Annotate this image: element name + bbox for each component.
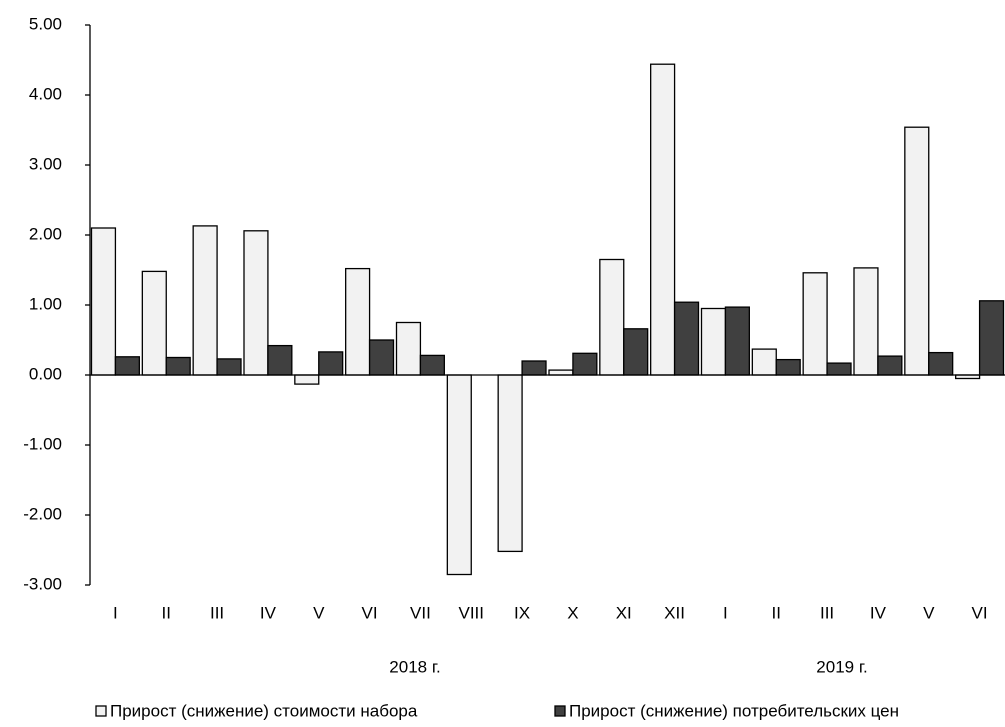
x-tick-label: XI bbox=[616, 603, 632, 622]
bar bbox=[548, 369, 574, 376]
group-label: 2019 г. bbox=[816, 657, 867, 676]
x-tick-label: VI bbox=[972, 603, 988, 622]
y-tick-label: -2.00 bbox=[23, 504, 62, 523]
bar bbox=[700, 307, 727, 376]
bar bbox=[928, 351, 954, 376]
x-tick-label: IV bbox=[870, 603, 887, 622]
bar bbox=[368, 339, 395, 376]
bar bbox=[724, 306, 750, 376]
bar bbox=[521, 360, 547, 376]
x-tick-label: II bbox=[162, 603, 171, 622]
bar bbox=[673, 301, 700, 376]
bar bbox=[877, 355, 903, 376]
x-tick-label: VII bbox=[410, 603, 431, 622]
x-tick-label: III bbox=[210, 603, 224, 622]
bar bbox=[318, 351, 344, 376]
bar bbox=[216, 358, 242, 376]
bar bbox=[751, 348, 777, 376]
bar bbox=[572, 352, 598, 376]
bar bbox=[446, 374, 472, 576]
x-tick-label: IV bbox=[260, 603, 277, 622]
legend-swatch bbox=[554, 705, 566, 717]
bar bbox=[141, 270, 167, 376]
x-tick-label: VI bbox=[362, 603, 378, 622]
x-tick-label: V bbox=[313, 603, 325, 622]
bar bbox=[419, 354, 445, 376]
y-tick-label: 3.00 bbox=[29, 154, 62, 173]
y-tick-label: 2.00 bbox=[29, 224, 62, 243]
x-tick-label: X bbox=[567, 603, 578, 622]
y-tick-label: -1.00 bbox=[23, 434, 62, 453]
x-tick-label: I bbox=[113, 603, 118, 622]
bar bbox=[978, 300, 1005, 376]
x-tick-label: IX bbox=[514, 603, 530, 622]
bar bbox=[243, 230, 269, 376]
bar bbox=[497, 374, 523, 553]
legend-swatch bbox=[95, 705, 107, 717]
y-tick-label: -3.00 bbox=[23, 574, 62, 593]
bar bbox=[650, 63, 676, 376]
bar bbox=[345, 267, 371, 376]
y-tick-label: 4.00 bbox=[29, 84, 62, 103]
bar bbox=[267, 344, 293, 376]
bar bbox=[395, 321, 422, 376]
y-tick-label: 0.00 bbox=[29, 364, 62, 383]
legend-label: Прирост (снижение) потребительских цен bbox=[569, 701, 899, 720]
x-tick-label: III bbox=[820, 603, 834, 622]
x-tick-label: II bbox=[772, 603, 781, 622]
x-tick-label: VIII bbox=[458, 603, 484, 622]
x-tick-label: V bbox=[923, 603, 935, 622]
x-tick-label: I bbox=[723, 603, 728, 622]
legend-label: Прирост (снижение) стоимости набора bbox=[110, 701, 418, 720]
bar bbox=[853, 267, 879, 376]
bar bbox=[192, 225, 218, 376]
bar bbox=[114, 356, 140, 376]
bar bbox=[826, 362, 852, 376]
bar bbox=[802, 272, 828, 376]
y-tick-label: 1.00 bbox=[29, 294, 62, 313]
bar bbox=[904, 126, 930, 376]
bar bbox=[775, 358, 801, 376]
bar bbox=[599, 258, 625, 376]
group-label: 2018 г. bbox=[389, 657, 440, 676]
x-tick-label: XII bbox=[664, 603, 685, 622]
y-tick-label: 5.00 bbox=[29, 14, 62, 33]
bar bbox=[165, 356, 191, 376]
bar bbox=[294, 374, 320, 385]
bar bbox=[90, 227, 117, 376]
bar bbox=[623, 328, 649, 376]
